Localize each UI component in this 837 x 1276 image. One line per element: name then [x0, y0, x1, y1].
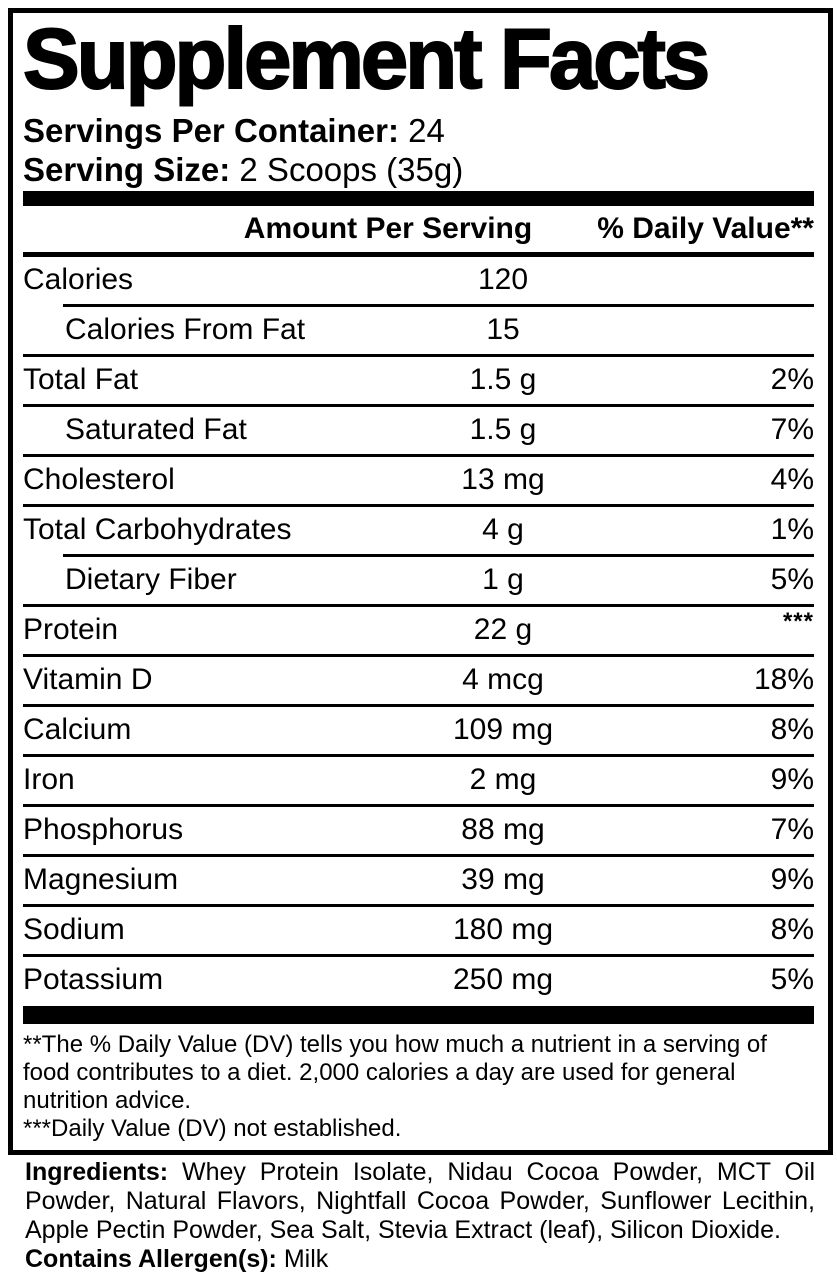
allergen-label: Contains Allergen(s):	[25, 1245, 277, 1273]
nutrient-name: Potassium	[23, 963, 164, 996]
column-headers: Amount Per Serving % Daily Value**	[23, 206, 814, 252]
row-separator	[23, 354, 814, 357]
nutrient-amount: 88 mg	[461, 813, 545, 846]
table-row-protein: Protein 22 g ***	[23, 607, 814, 654]
nutrient-name: Protein	[23, 613, 119, 646]
table-row-phosphorus: Phosphorus 88 mg 7%	[23, 807, 814, 854]
footnote-not-established: ***Daily Value (DV) not established.	[23, 1115, 402, 1142]
row-separator	[63, 554, 814, 557]
below-panel-text: Ingredients: Whey Protein Isolate, Nidau…	[25, 1158, 815, 1274]
nutrient-amount: 180 mg	[452, 913, 554, 946]
table-row-sodium: Sodium 180 mg 8%	[23, 907, 814, 954]
nutrient-dv: 8%	[770, 713, 814, 746]
ingredients-value: Whey Protein Isolate, Nidau Cocoa Powder…	[25, 1158, 815, 1244]
table-row-potassium: Potassium 250 mg 5%	[23, 957, 814, 1004]
nutrient-dv: 5%	[770, 563, 814, 596]
row-separator	[23, 504, 814, 507]
footnote-daily-value: **The % Daily Value (DV) tells you how m…	[23, 1031, 767, 1114]
supplement-facts-panel: Supplement Facts Servings Per Container:…	[8, 8, 833, 1155]
nutrient-name: Vitamin D	[23, 663, 153, 696]
serving-size-value: 2 Scoops (35g)	[239, 151, 464, 188]
servings-per-container-value: 24	[408, 112, 445, 149]
thick-divider-top	[23, 191, 814, 206]
ingredients-label: Ingredients:	[25, 1158, 169, 1186]
servings-per-container: Servings Per Container: 24	[23, 111, 814, 150]
nutrient-dv-not-established: ***	[782, 608, 814, 635]
allergen-value: Milk	[283, 1245, 329, 1273]
nutrient-amount: 1 g	[482, 563, 524, 596]
column-header-amount: Amount Per Serving	[243, 212, 533, 245]
nutrient-name: Magnesium	[23, 863, 179, 896]
nutrient-amount: 4 mcg	[462, 663, 544, 696]
table-row-saturated-fat: Saturated Fat 1.5 g 7%	[23, 407, 814, 454]
table-row-cholesterol: Cholesterol 13 mg 4%	[23, 457, 814, 504]
allergen-line: Contains Allergen(s): Milk	[25, 1245, 815, 1274]
nutrient-amount: 1.5 g	[469, 363, 537, 396]
nutrient-name: Cholesterol	[23, 463, 175, 496]
nutrient-amount: 39 mg	[461, 863, 545, 896]
table-row-iron: Iron 2 mg 9%	[23, 757, 814, 804]
row-separator	[23, 904, 814, 907]
ingredients-paragraph: Ingredients: Whey Protein Isolate, Nidau…	[25, 1158, 815, 1245]
serving-size: Serving Size: 2 Scoops (35g)	[23, 150, 814, 189]
row-separator	[23, 754, 814, 757]
nutrient-dv: 1%	[770, 513, 814, 546]
nutrient-amount: 109 mg	[452, 713, 554, 746]
row-separator	[23, 704, 814, 707]
nutrient-amount: 15	[486, 313, 520, 346]
table-row-total-fat: Total Fat 1.5 g 2%	[23, 357, 814, 404]
nutrient-name: Calories	[23, 263, 134, 296]
footnotes: **The % Daily Value (DV) tells you how m…	[23, 1024, 814, 1143]
row-separator	[23, 654, 814, 657]
panel-title: Supplement Facts	[22, 12, 711, 107]
nutrient-name: Saturated Fat	[65, 413, 247, 446]
nutrient-dv: 9%	[770, 763, 814, 796]
row-separator	[23, 804, 814, 807]
thick-divider-bottom	[23, 1006, 814, 1024]
nutrient-name: Phosphorus	[23, 813, 184, 846]
nutrient-name: Total Fat	[23, 363, 139, 396]
nutrient-name: Dietary Fiber	[65, 563, 237, 596]
servings-per-container-label: Servings Per Container:	[23, 112, 399, 149]
table-row-calories-from-fat: Calories From Fat 15	[23, 307, 814, 354]
nutrient-name: Calcium	[23, 713, 132, 746]
nutrient-name: Sodium	[23, 913, 125, 946]
nutrient-dv: 18%	[753, 663, 814, 696]
nutrient-dv: 7%	[770, 813, 814, 846]
nutrient-amount: 250 mg	[452, 963, 554, 996]
nutrient-amount: 120	[477, 263, 529, 296]
nutrient-name: Calories From Fat	[65, 313, 306, 346]
table-row-calories: Calories 120	[23, 257, 814, 304]
row-separator	[23, 954, 814, 957]
table-row-magnesium: Magnesium 39 mg 9%	[23, 857, 814, 904]
table-row-calcium: Calcium 109 mg 8%	[23, 707, 814, 754]
table-row-dietary-fiber: Dietary Fiber 1 g 5%	[23, 557, 814, 604]
row-separator	[23, 404, 814, 407]
nutrient-dv: 2%	[770, 363, 814, 396]
row-separator	[63, 304, 814, 307]
table-row-total-carbohydrates: Total Carbohydrates 4 g 1%	[23, 507, 814, 554]
row-separator	[23, 454, 814, 457]
nutrient-amount: 2 mg	[469, 763, 537, 796]
nutrient-name: Total Carbohydrates	[23, 513, 292, 546]
nutrient-name: Iron	[23, 763, 75, 796]
nutrient-amount: 22 g	[473, 613, 533, 646]
nutrient-amount: 1.5 g	[469, 413, 537, 446]
nutrient-dv: 8%	[770, 913, 814, 946]
row-separator	[23, 604, 814, 607]
nutrient-amount: 4 g	[482, 513, 524, 546]
header-underline	[23, 252, 814, 257]
nutrient-dv: 7%	[770, 413, 814, 446]
nutrient-dv: 4%	[770, 463, 814, 496]
nutrient-dv: 9%	[770, 863, 814, 896]
table-row-vitamin-d: Vitamin D 4 mcg 18%	[23, 657, 814, 704]
nutrient-dv: 5%	[770, 963, 814, 996]
row-separator	[23, 854, 814, 857]
nutrient-amount: 13 mg	[461, 463, 545, 496]
serving-size-label: Serving Size:	[23, 151, 231, 188]
column-header-daily-value: % Daily Value**	[597, 212, 814, 245]
